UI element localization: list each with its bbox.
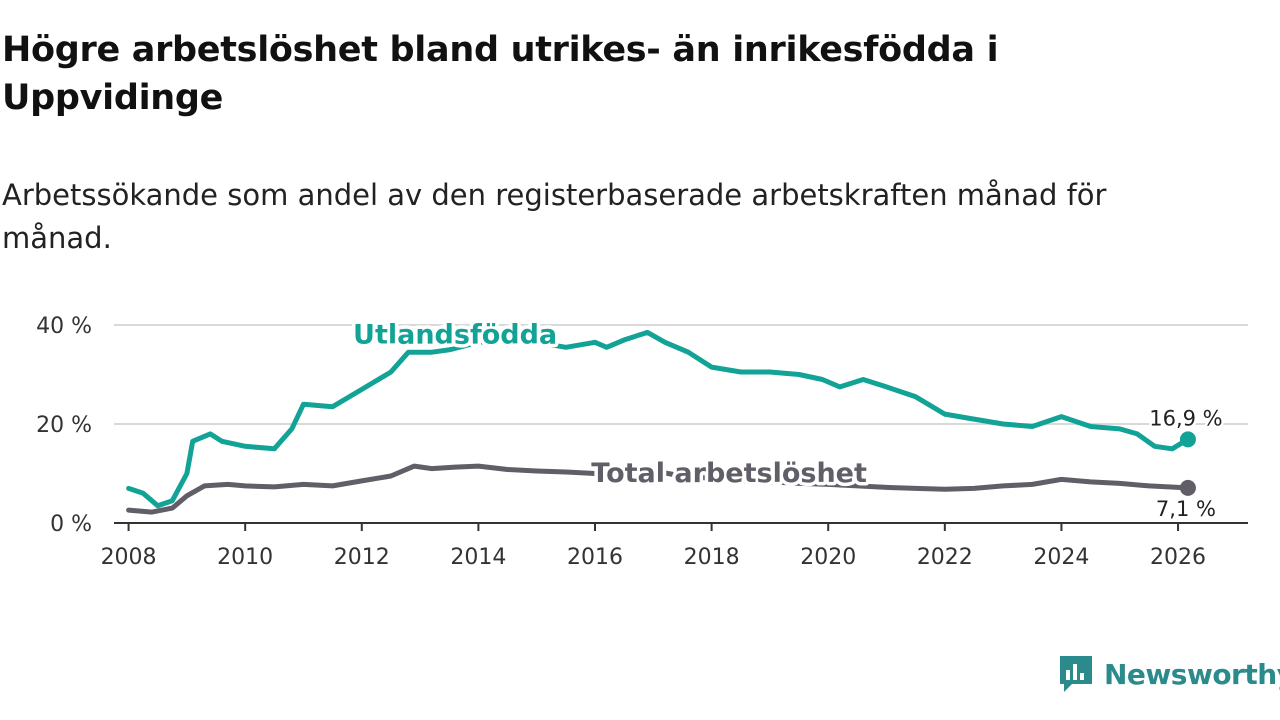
- x-tick-label: 2016: [567, 545, 623, 570]
- series-line-total: [126, 463, 1191, 515]
- series-line-utlandsfodda: [126, 329, 1191, 509]
- series-end-label: 16,9 %: [1149, 406, 1222, 430]
- x-tick-label: 2022: [917, 545, 973, 570]
- x-tick-label: 2010: [217, 545, 273, 570]
- newsworthy-logo-icon: [1060, 656, 1092, 692]
- series-label: Total arbetslöshet: [591, 458, 867, 489]
- y-tick-label: 20 %: [36, 413, 92, 438]
- line-chart: 0 % 20 % 40 % 2008 2010 2012 2014 2016 2018 2020 2…: [36, 314, 1248, 570]
- newsworthy-logo: Newsworthy: [1058, 654, 1280, 694]
- x-tick-label: 2012: [334, 545, 390, 570]
- x-tick-label: 2018: [684, 545, 740, 570]
- chart-title: Högre arbetslöshet bland utrikes- än inr…: [2, 30, 999, 118]
- x-tick-label: 2024: [1033, 545, 1089, 570]
- series-end-marker: [1179, 479, 1196, 496]
- brand-name: Newsworthy: [1104, 657, 1280, 691]
- x-tick-label: 2026: [1150, 545, 1206, 570]
- chart-subtitle: Arbetssökande som andel av den registerb…: [2, 178, 1107, 255]
- x-tick-label: 2008: [101, 545, 157, 570]
- x-tick-label: 2020: [800, 545, 856, 570]
- y-tick-label: 40 %: [36, 314, 92, 339]
- series-end-marker: [1179, 431, 1196, 448]
- y-tick-label: 0 %: [50, 512, 92, 537]
- x-tick-label: 2014: [450, 545, 506, 570]
- series-end-label: 7,1 %: [1156, 497, 1216, 521]
- series-label: Utlandsfödda: [353, 319, 557, 350]
